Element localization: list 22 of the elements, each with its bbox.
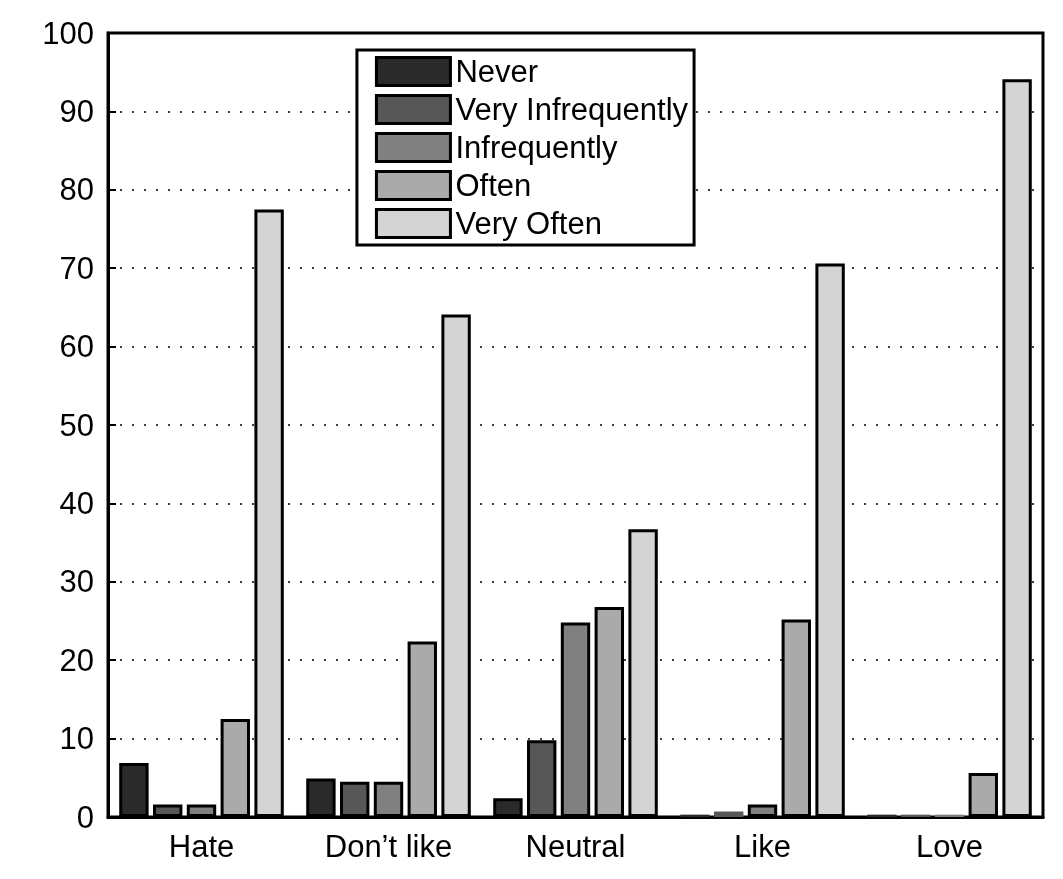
y-tick-label: 0 [76, 799, 94, 835]
x-tick-label: Neutral [525, 829, 626, 864]
legend-label: Very Often [455, 206, 602, 241]
x-tick-label: Love [915, 829, 984, 864]
legend-label: Never [455, 54, 539, 89]
y-tick-label: 90 [59, 93, 94, 129]
y-tick-label: 40 [59, 485, 94, 521]
legend-label: Often [455, 168, 532, 203]
y-tick-label: 20 [59, 642, 94, 678]
x-tick-label: Hate [168, 829, 235, 864]
y-tick-label: 100 [42, 15, 94, 51]
y-tick-label: 30 [59, 564, 94, 600]
y-tick-label: 50 [59, 407, 94, 443]
y-tick-label: 70 [59, 250, 94, 286]
y-tick-label: 10 [59, 721, 94, 757]
bar [714, 811, 744, 817]
y-tick-label: 80 [59, 172, 94, 208]
x-tick-label: Like [734, 829, 791, 864]
legend-label: Infrequently [455, 130, 618, 165]
legend-label: Very Infrequently [455, 92, 689, 127]
x-tick-label: Don’t like [324, 829, 453, 864]
y-tick-label: 60 [59, 329, 94, 365]
